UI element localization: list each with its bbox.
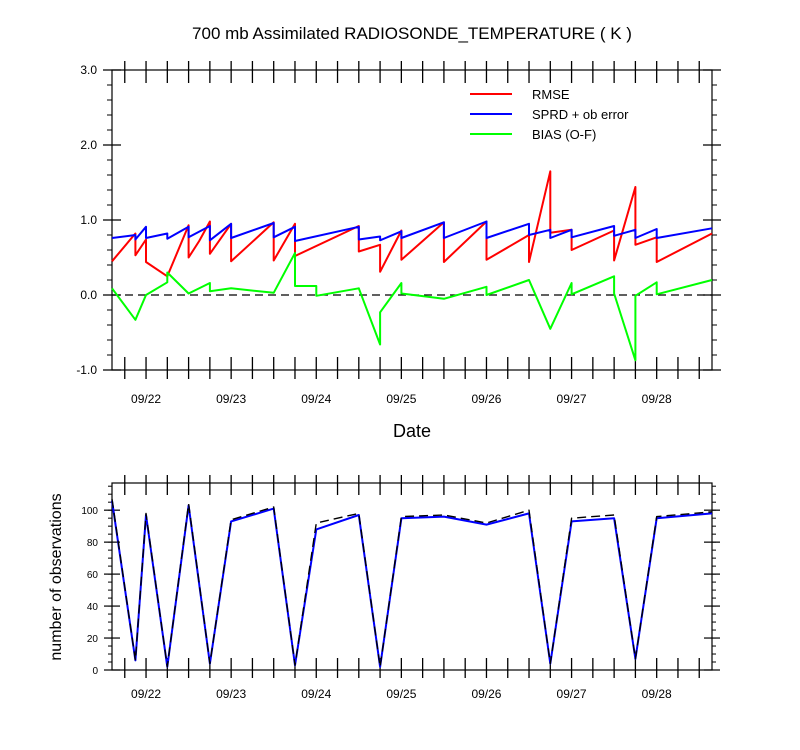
top-x-tick-label: 09/23 (216, 392, 246, 406)
x-axis-label: Date (393, 421, 431, 441)
top-y-tick-label: 2.0 (80, 138, 97, 152)
top-y-tick-label: 3.0 (80, 63, 97, 77)
top-x-tick-label: 09/28 (642, 392, 672, 406)
top-x-tick-label: 09/22 (131, 392, 161, 406)
bottom-axis-ticks (104, 475, 720, 678)
top-series-sprd-ob-error (111, 220, 713, 242)
bottom-y-tick-label: 80 (87, 538, 99, 549)
top-x-tick-labels: 09/22 09/23 09/24 09/25 09/26 09/27 09/28 (131, 392, 672, 406)
chart-title: 700 mb Assimilated RADIOSONDE_TEMPERATUR… (192, 24, 632, 43)
bottom-x-tick-label: 09/26 (471, 687, 501, 701)
top-axis-ticks (103, 61, 721, 379)
bottom-series-observations-dashed (111, 498, 713, 668)
legend-label: BIAS (O-F) (532, 127, 596, 142)
bottom-x-tick-label: 09/25 (386, 687, 416, 701)
top-y-tick-labels: -1.0 0.0 1.0 2.0 3.0 (76, 63, 97, 377)
bottom-series-group (111, 498, 713, 668)
bottom-y-tick-label: 40 (87, 602, 99, 613)
top-x-tick-label: 09/24 (301, 392, 331, 406)
bottom-y-tick-label: 100 (81, 506, 98, 517)
bottom-x-tick-label: 09/24 (301, 687, 331, 701)
bottom-y-tick-label: 60 (87, 570, 99, 581)
bottom-x-tick-label: 09/22 (131, 687, 161, 701)
top-x-tick-label: 09/25 (386, 392, 416, 406)
bottom-y-tick-labels: 0 20 40 60 80 100 (81, 506, 98, 677)
rmse-bias-panel: RMSE SPRD + ob error BIAS (O-F) 09/22 09/23… (76, 61, 721, 441)
bottom-x-tick-label: 09/27 (557, 687, 587, 701)
bottom-x-tick-label: 09/28 (642, 687, 672, 701)
top-x-tick-label: 09/27 (557, 392, 587, 406)
bottom-series-observations-solid (111, 500, 713, 668)
top-y-tick-label: 1.0 (80, 213, 97, 227)
legend-label: RMSE (532, 87, 570, 102)
top-y-tick-label: 0.0 (80, 288, 97, 302)
bottom-y-tick-label: 0 (92, 666, 98, 677)
bottom-y-tick-label: 20 (87, 634, 99, 645)
top-series-group (111, 170, 713, 362)
y-axis-label: number of observations (48, 493, 65, 660)
observations-panel: 09/22 09/23 09/24 09/25 09/26 09/27 09/28 0 20 4… (48, 475, 720, 701)
bottom-plot-frame (111, 482, 713, 671)
bottom-x-tick-labels: 09/22 09/23 09/24 09/25 09/26 09/27 09/28 (131, 687, 672, 701)
top-series-bias-o-f (111, 252, 713, 362)
legend-label: SPRD + ob error (532, 107, 629, 122)
top-x-tick-label: 09/26 (471, 392, 501, 406)
bottom-x-tick-label: 09/23 (216, 687, 246, 701)
top-y-tick-label: -1.0 (76, 363, 97, 377)
top-series-rmse (111, 170, 713, 278)
legend: RMSE SPRD + ob error BIAS (O-F) (470, 87, 629, 142)
